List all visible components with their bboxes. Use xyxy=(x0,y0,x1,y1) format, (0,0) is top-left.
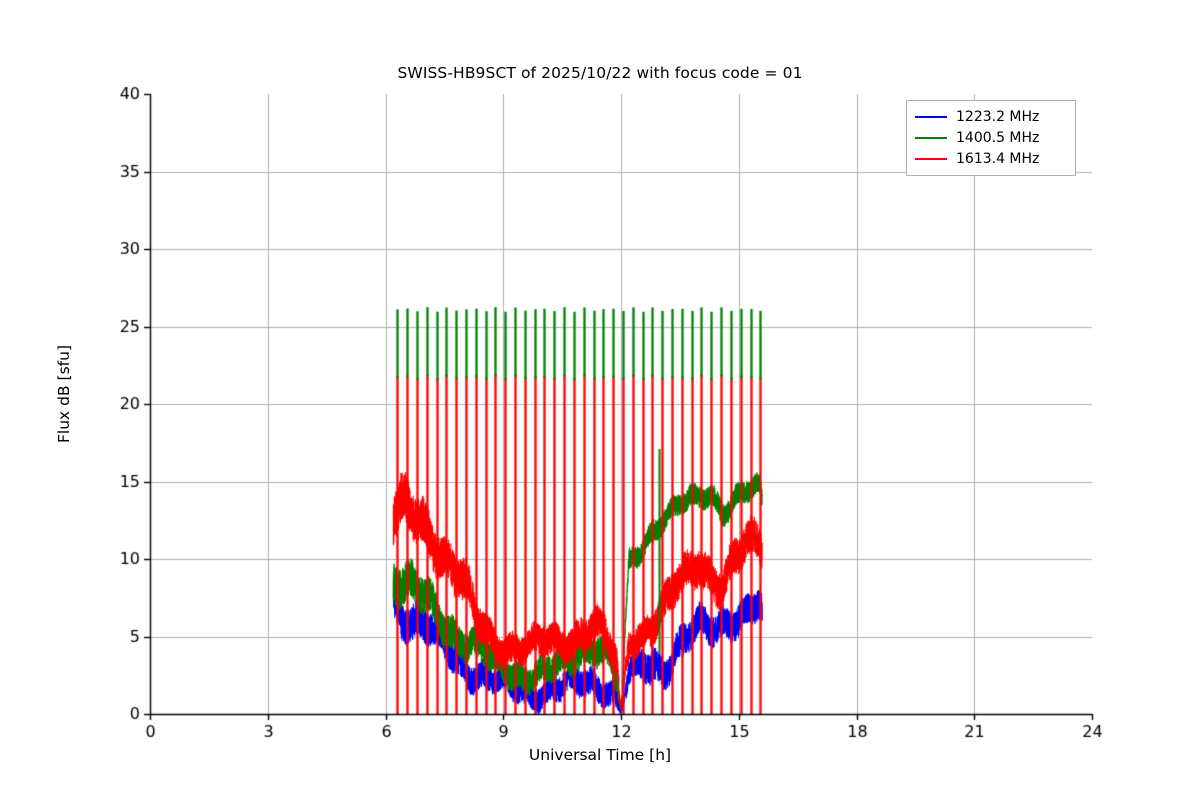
legend-label-1613: 1613.4 MHz xyxy=(956,150,1040,167)
y-axis-label: Flux dB [sfu] xyxy=(55,345,73,443)
legend-item: 1400.5 MHz xyxy=(915,127,1067,148)
legend-label-1223: 1223.2 MHz xyxy=(956,108,1040,125)
chart-title: SWISS-HB9SCT of 2025/10/22 with focus co… xyxy=(397,64,803,82)
legend-color-swatch-1613 xyxy=(915,157,947,160)
legend-label-1400: 1400.5 MHz xyxy=(956,129,1040,146)
legend-item: 1613.4 MHz xyxy=(915,148,1067,169)
chart-legend: 1223.2 MHz 1400.5 MHz 1613.4 MHz xyxy=(906,100,1076,176)
legend-item: 1223.2 MHz xyxy=(915,106,1067,127)
legend-color-swatch-1400 xyxy=(915,136,947,139)
x-axis-label: Universal Time [h] xyxy=(528,746,672,764)
legend-color-swatch-1223 xyxy=(915,115,947,118)
